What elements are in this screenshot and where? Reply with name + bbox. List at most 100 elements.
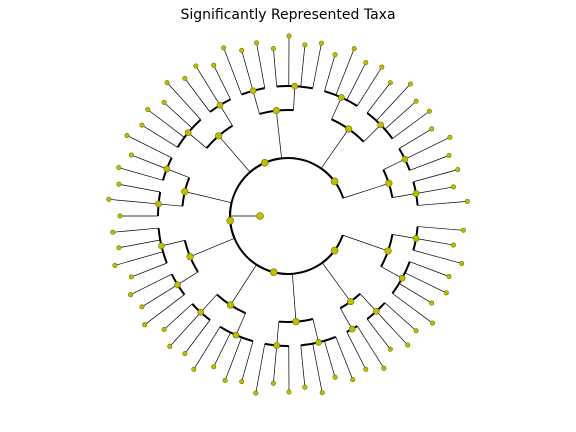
tree-branch (223, 47, 242, 95)
taxon-leaf (464, 198, 470, 204)
taxon-node (174, 281, 181, 288)
tree-branch (255, 343, 266, 394)
taxon-node (186, 253, 194, 261)
tree-branch (324, 54, 336, 92)
taxon-node (249, 87, 257, 95)
tree-branch (108, 198, 159, 205)
taxon-leaf (161, 99, 167, 105)
taxon-leaf (446, 274, 452, 280)
taxon-leaf (164, 80, 170, 86)
tree-branch (300, 345, 306, 388)
tree-branch (141, 284, 178, 308)
taxon-leaf (124, 133, 130, 139)
taxon-node (184, 129, 192, 136)
tree-branch (415, 238, 454, 246)
tree-branch (275, 110, 282, 159)
tree-branch (398, 283, 432, 304)
taxon-leaf (116, 181, 122, 187)
taxon-node (338, 94, 345, 101)
taxon-leaf (455, 167, 461, 173)
taxon-leaf (191, 366, 197, 372)
tree-branch (417, 201, 468, 206)
taxon-leaf (429, 126, 435, 132)
taxon-leaf (413, 328, 419, 334)
taxon-leaf (112, 262, 118, 268)
taxon-node (315, 339, 322, 346)
taxon-leaf (407, 81, 413, 87)
taxon-leaf (221, 45, 227, 51)
tree-branch (356, 66, 383, 107)
tree-branch (339, 308, 353, 330)
tree-branch (131, 154, 167, 170)
taxon-node (216, 101, 224, 109)
tree-branch (184, 78, 211, 113)
taxon-node (226, 216, 234, 225)
taxon-node (412, 190, 420, 197)
tree-branch (166, 82, 201, 120)
tree-branch (321, 262, 351, 302)
taxon-node (215, 132, 223, 140)
taxon-leaf (128, 292, 134, 298)
taxon-leaf (116, 245, 122, 251)
taxon-leaf (319, 390, 325, 396)
taxon-leaf (139, 122, 145, 128)
tree-branch (193, 326, 221, 370)
tree-branch (392, 193, 417, 198)
tree-branch (230, 264, 257, 306)
tree-branch (366, 318, 391, 350)
tree-branch (195, 65, 221, 106)
taxon-node (158, 242, 165, 250)
taxon-leaf (450, 184, 456, 190)
tree-branch (189, 237, 235, 258)
tree-branch (384, 302, 417, 332)
tree-branch (219, 105, 233, 126)
taxon-leaf (286, 33, 292, 39)
taxon-leaf (161, 327, 167, 333)
taxon-leaf (145, 107, 151, 113)
tree-branch (218, 135, 251, 173)
tree-branch (141, 124, 178, 148)
tree-branch (383, 158, 406, 170)
taxon-node (272, 107, 280, 115)
taxon-leaf (459, 260, 465, 266)
taxon-leaf (211, 62, 217, 68)
taxon-node (401, 155, 409, 163)
taxon-leaf (381, 365, 387, 371)
taxon-node (155, 200, 162, 208)
taxon-node (373, 308, 380, 315)
tree-branch (118, 239, 161, 249)
taxon-leaf (139, 304, 145, 310)
tree-branch (331, 97, 342, 120)
tree-branch (114, 251, 164, 266)
tree-branch (346, 62, 367, 101)
taxon-node (163, 165, 171, 173)
tree-branch (144, 294, 185, 326)
taxon-leaf (211, 364, 217, 370)
taxon-leaf (167, 343, 173, 349)
taxon-node (377, 121, 385, 129)
tree-branch (276, 321, 280, 346)
tree-branch (380, 266, 403, 279)
tree-branch (417, 226, 464, 231)
tree-branch (366, 82, 391, 114)
taxon-leaf (350, 377, 356, 383)
tree-branch (293, 86, 296, 111)
tree-branch (392, 110, 430, 139)
tree-branch (363, 124, 381, 142)
taxon-leaf (239, 47, 245, 53)
tree-branch (320, 128, 349, 169)
taxon-leaf (447, 134, 453, 140)
tree-branch (343, 183, 389, 199)
tree-branch (376, 83, 411, 121)
tree-branch (356, 325, 385, 369)
taxon-leaf (302, 384, 308, 390)
tree-branch (413, 169, 458, 183)
tree-branch (241, 50, 254, 91)
tree-branch (163, 102, 193, 129)
tree-branch (335, 48, 355, 96)
taxon-leaf (182, 75, 188, 81)
tree-branch (184, 319, 211, 354)
tree-branch (118, 167, 164, 181)
tree-branch (346, 331, 367, 370)
